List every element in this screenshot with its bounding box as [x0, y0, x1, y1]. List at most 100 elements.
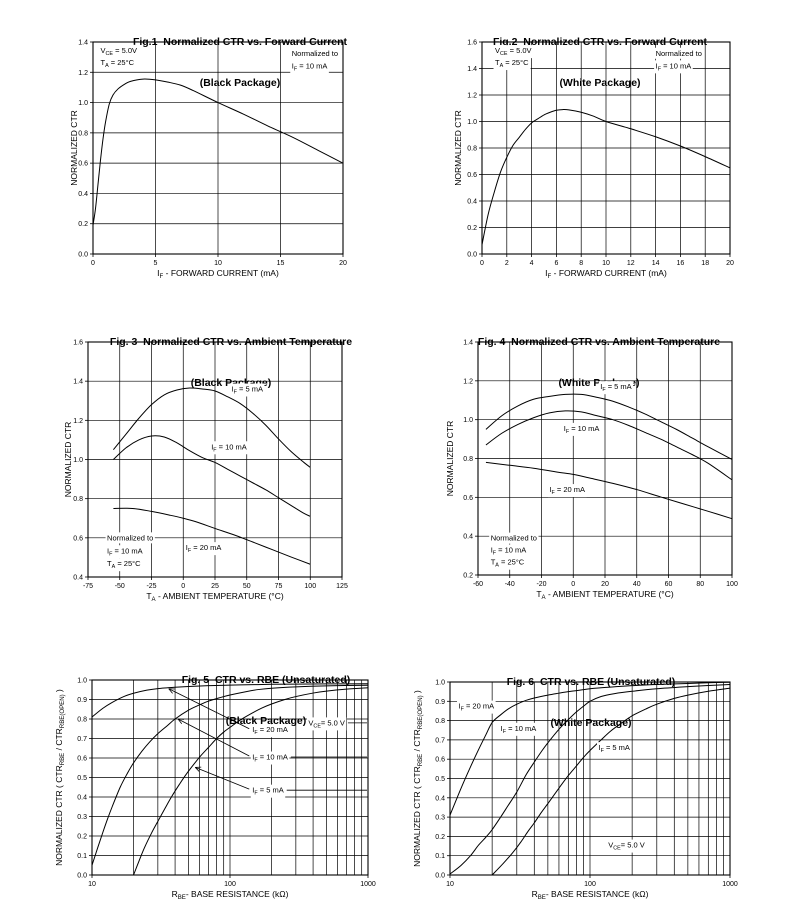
svg-text:1.0: 1.0	[435, 680, 445, 687]
svg-text:0.4: 0.4	[77, 795, 87, 802]
svg-text:0.8: 0.8	[467, 146, 477, 153]
fig3-chart: IF = 5 mA IF = 10 mA IF = 20 mA Normalized …	[63, 340, 348, 604]
svg-text:IF = 10 mA: IF = 10 mA	[564, 424, 600, 435]
fig1-subtitle: (Black Package)	[199, 76, 281, 89]
svg-text:RBE- BASE RESISTANCE (kΩ): RBE- BASE RESISTANCE (kΩ)	[172, 889, 289, 901]
svg-text:IF = 10 mA: IF = 10 mA	[292, 62, 328, 73]
svg-text:20: 20	[339, 260, 347, 267]
svg-text:0.6: 0.6	[435, 757, 445, 764]
svg-text:1.4: 1.4	[463, 340, 473, 347]
fig4-chart: IF = 5 mA IF = 10 mA IF = 20 mA Normalized …	[445, 340, 738, 602]
svg-text:-40: -40	[505, 581, 515, 588]
svg-text:0.6: 0.6	[463, 495, 473, 502]
svg-text:40: 40	[633, 581, 641, 588]
svg-text:NORMALIZED CTR ( CTRRBE / CTRR: NORMALIZED CTR ( CTRRBE / CTRRBE(OPEN) )	[412, 690, 424, 867]
svg-text:0.7: 0.7	[77, 736, 87, 743]
svg-text:18: 18	[701, 260, 709, 267]
svg-text:0.2: 0.2	[78, 221, 88, 228]
svg-text:8: 8	[579, 260, 583, 267]
svg-text:14: 14	[652, 260, 660, 267]
svg-text:10: 10	[446, 881, 454, 888]
svg-text:4: 4	[530, 260, 534, 267]
svg-text:0.6: 0.6	[73, 535, 83, 542]
svg-text:0: 0	[480, 260, 484, 267]
svg-text:0.3: 0.3	[435, 815, 445, 822]
svg-text:IF = 10 mA: IF = 10 mA	[211, 442, 247, 453]
svg-text:Normalized to: Normalized to	[107, 533, 153, 542]
svg-text:0.2: 0.2	[463, 573, 473, 580]
svg-text:10: 10	[602, 260, 610, 267]
svg-text:0.2: 0.2	[435, 834, 445, 841]
svg-text:IF = 10 mA: IF = 10 mA	[107, 546, 143, 557]
svg-text:1.0: 1.0	[77, 678, 87, 685]
svg-text:IF = 10 mA: IF = 10 mA	[501, 724, 537, 735]
svg-text:IF = 20 mA: IF = 20 mA	[549, 485, 585, 496]
svg-text:1000: 1000	[722, 881, 738, 888]
svg-text:IF = 20 mA: IF = 20 mA	[186, 543, 222, 554]
svg-text:0.8: 0.8	[435, 718, 445, 725]
svg-text:80: 80	[696, 581, 704, 588]
svg-text:100: 100	[584, 881, 596, 888]
svg-text:125: 125	[336, 583, 348, 590]
svg-text:0.2: 0.2	[467, 225, 477, 232]
svg-text:IF = 20 mA: IF = 20 mA	[458, 702, 494, 713]
svg-text:1.0: 1.0	[73, 457, 83, 464]
svg-text:IF = 10 mA: IF = 10 mA	[491, 546, 527, 557]
svg-text:0.3: 0.3	[77, 814, 87, 821]
svg-text:0.0: 0.0	[77, 873, 87, 880]
svg-text:VCE= 5.0 V: VCE= 5.0 V	[308, 718, 345, 729]
svg-text:20: 20	[601, 581, 609, 588]
fig5-chart: VCE= 5.0 V IF = 20 mA IF = 10 mA IF = 5 mA 1…	[54, 678, 376, 902]
svg-text:100: 100	[304, 583, 316, 590]
svg-text:15: 15	[277, 260, 285, 267]
svg-text:-25: -25	[146, 583, 156, 590]
svg-text:-75: -75	[83, 583, 93, 590]
svg-text:0.4: 0.4	[467, 199, 477, 206]
svg-text:Normalized to: Normalized to	[656, 49, 702, 58]
svg-text:1.2: 1.2	[78, 70, 88, 77]
fig3-panel: Fig. 3 Normalized CTR vs. Ambient Temper…	[0, 300, 403, 620]
svg-text:Normalized to: Normalized to	[491, 534, 537, 543]
svg-text:100: 100	[224, 881, 236, 888]
svg-text:IF = 5 mA: IF = 5 mA	[598, 743, 629, 754]
svg-text:VCE = 5.0V: VCE = 5.0V	[101, 46, 138, 57]
svg-text:1.2: 1.2	[467, 93, 477, 100]
svg-text:RBE- BASE RESISTANCE (kΩ): RBE- BASE RESISTANCE (kΩ)	[532, 889, 649, 901]
svg-text:6: 6	[554, 260, 558, 267]
svg-text:IF - FORWARD CURRENT (mA): IF - FORWARD CURRENT (mA)	[545, 268, 667, 280]
fig6-chart: IF = 20 mA IF = 10 mA IF = 5 mA VCE= 5.0 V 1…	[412, 680, 738, 902]
svg-text:75: 75	[275, 583, 283, 590]
svg-text:25: 25	[211, 583, 219, 590]
svg-text:NORMALIZED CTR: NORMALIZED CTR	[445, 421, 455, 497]
svg-text:0.5: 0.5	[435, 776, 445, 783]
svg-text:IF = 10 mA: IF = 10 mA	[656, 61, 692, 72]
svg-text:TA = 25°C: TA = 25°C	[107, 559, 141, 570]
svg-text:0: 0	[91, 260, 95, 267]
svg-text:0.4: 0.4	[435, 795, 445, 802]
svg-text:VCE = 5.0V: VCE = 5.0V	[495, 46, 532, 57]
svg-text:1.2: 1.2	[463, 378, 473, 385]
svg-text:VCE= 5.0 V: VCE= 5.0 V	[608, 841, 645, 852]
svg-text:IF = 20 mA: IF = 20 mA	[252, 725, 288, 736]
svg-text:IF - FORWARD CURRENT (mA): IF - FORWARD CURRENT (mA)	[157, 268, 279, 280]
svg-text:16: 16	[677, 260, 685, 267]
svg-text:0.4: 0.4	[73, 575, 83, 582]
svg-text:1000: 1000	[360, 881, 376, 888]
svg-text:0.6: 0.6	[78, 161, 88, 168]
svg-text:IF = 5 mA: IF = 5 mA	[600, 382, 631, 393]
svg-text:Normalized to: Normalized to	[292, 49, 338, 58]
svg-text:-60: -60	[473, 581, 483, 588]
svg-text:10: 10	[88, 881, 96, 888]
svg-text:-20: -20	[536, 581, 546, 588]
svg-text:1.2: 1.2	[73, 418, 83, 425]
svg-text:1.0: 1.0	[467, 119, 477, 126]
svg-text:TA - AMBIENT TEMPERATURE (°C): TA - AMBIENT TEMPERATURE (°C)	[146, 591, 284, 603]
svg-text:1.6: 1.6	[73, 340, 83, 347]
svg-text:0.4: 0.4	[78, 191, 88, 198]
fig5-panel: Fig. 5 CTR vs. RBE (Unsaturated) (Black …	[0, 620, 403, 911]
svg-text:0.8: 0.8	[73, 496, 83, 503]
svg-text:0.7: 0.7	[435, 737, 445, 744]
svg-text:TA - AMBIENT TEMPERATURE (°C): TA - AMBIENT TEMPERATURE (°C)	[536, 589, 674, 601]
